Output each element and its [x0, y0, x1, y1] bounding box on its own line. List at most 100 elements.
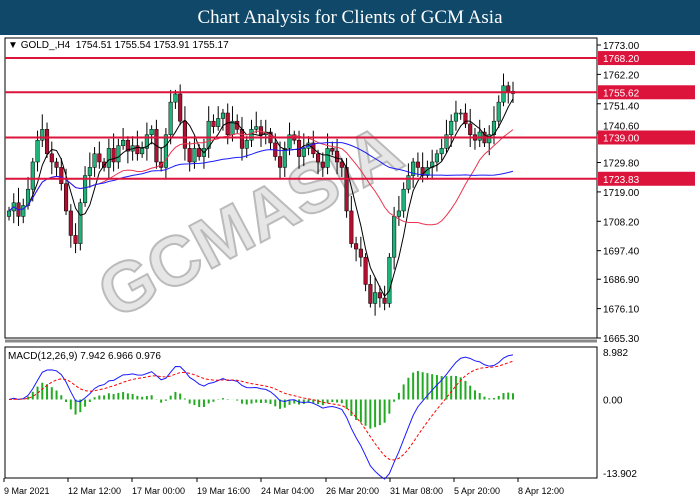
candle-body [468, 123, 473, 136]
level-tag [598, 85, 695, 100]
x-tick-label: 19 Mar 16:00 [197, 486, 250, 496]
x-tick-label: 8 Apr 12:00 [518, 486, 564, 496]
candle-body [125, 139, 130, 152]
candle-body [121, 139, 126, 146]
candle-body [411, 161, 416, 176]
candle-body [144, 134, 149, 149]
candle-body [78, 202, 83, 244]
level-label: 1739.00 [603, 133, 640, 144]
symbol-info: ▼ GOLD_,H4 1754.51 1755.54 1753.91 1755.… [8, 40, 229, 51]
candle-body [40, 129, 45, 141]
y-tick-label: 1773.00 [603, 41, 640, 52]
price-pane [4, 37, 598, 339]
candle-body [83, 175, 88, 204]
page-title: Chart Analysis for Clients of GCM Asia [0, 0, 700, 35]
signal-line [8, 360, 514, 461]
candle-body [316, 153, 321, 163]
candle-body [87, 167, 92, 176]
candle-body [349, 210, 354, 244]
candle-body [382, 297, 387, 304]
candle-body [301, 148, 306, 157]
candle-body [73, 235, 78, 244]
candle-body [140, 148, 145, 155]
candle-body [111, 148, 116, 163]
candle-body [458, 112, 463, 115]
candle-body [287, 134, 292, 149]
candle-body [6, 210, 12, 217]
candle-body [197, 148, 202, 157]
x-tick-label: 5 Apr 20:00 [454, 486, 500, 496]
x-tick-label: 17 Mar 00:00 [132, 486, 185, 496]
candle-body [106, 148, 111, 168]
macd-line [8, 354, 514, 480]
candle-body [192, 148, 197, 163]
candle-body [320, 161, 325, 168]
candle-body [325, 148, 330, 168]
candle-body [21, 205, 26, 217]
candle-body [35, 139, 40, 163]
candle-body [30, 161, 35, 190]
y-tick-label: 1719.00 [603, 188, 640, 199]
candle-body [44, 129, 50, 155]
level-tag [598, 130, 695, 145]
y-tick-label: 1665.30 [603, 334, 640, 345]
y-tick-label: 1686.90 [603, 275, 640, 286]
candle-body [135, 145, 140, 155]
candle-body [49, 153, 54, 163]
macd-tick-label: -13.902 [603, 469, 637, 480]
y-tick-label: 1729.80 [603, 159, 640, 170]
candle-body [187, 148, 192, 163]
candle-body [254, 126, 259, 130]
macd-tick-label: 0.00 [603, 395, 623, 406]
candle-body [392, 216, 397, 258]
level-tag [598, 171, 695, 186]
y-tick-label: 1762.20 [603, 70, 640, 81]
candle-body [477, 131, 482, 141]
candle-body [358, 248, 363, 258]
candle-body [220, 112, 226, 119]
candle-body [415, 161, 420, 168]
candle-body [244, 139, 249, 149]
macd-tick-label: 8.982 [603, 348, 628, 359]
candle-body [216, 118, 221, 127]
candle-body [396, 210, 401, 217]
candle-body [116, 145, 121, 163]
level-tag [598, 51, 695, 66]
x-tick-label: 31 Mar 08:00 [390, 486, 443, 496]
macd-label: MACD(12,26,9) 7.942 6.966 0.976 [8, 351, 161, 362]
candle-body [506, 85, 511, 92]
price-chart[interactable]: GCMASIA1773.001762.201751.401740.601729.… [0, 35, 700, 500]
x-tick-label: 24 Mar 04:00 [261, 486, 314, 496]
x-tick-label: 9 Mar 2021 [4, 486, 50, 496]
x-tick-label: 12 Mar 12:00 [68, 486, 121, 496]
candle-body [335, 150, 340, 163]
candle-body [178, 93, 183, 122]
candle-body [339, 161, 344, 168]
candle-body [97, 153, 102, 163]
y-tick-label: 1697.40 [603, 247, 640, 258]
level-label: 1768.20 [603, 54, 640, 65]
candle-body [54, 161, 59, 168]
candle-body [449, 120, 454, 136]
candle-body [163, 134, 168, 168]
candle-body [401, 188, 406, 212]
level-label: 1723.83 [603, 175, 640, 186]
candle-body [211, 120, 216, 127]
candle-body [182, 120, 187, 149]
candle-body [501, 85, 506, 103]
candle-body [206, 120, 211, 149]
candle-body [282, 148, 287, 168]
candle-body [68, 210, 73, 236]
moving-average-slow [8, 142, 514, 212]
candle-body [363, 256, 368, 285]
candle-body [277, 156, 283, 168]
candle-body [420, 167, 425, 176]
candle-body [463, 112, 468, 125]
candle-body [368, 284, 373, 304]
candle-body [92, 153, 97, 168]
candle-body [249, 129, 254, 141]
macd-pane [4, 346, 598, 479]
candle-body [453, 112, 458, 122]
y-tick-label: 1751.40 [603, 101, 640, 112]
candle-body [439, 148, 444, 155]
